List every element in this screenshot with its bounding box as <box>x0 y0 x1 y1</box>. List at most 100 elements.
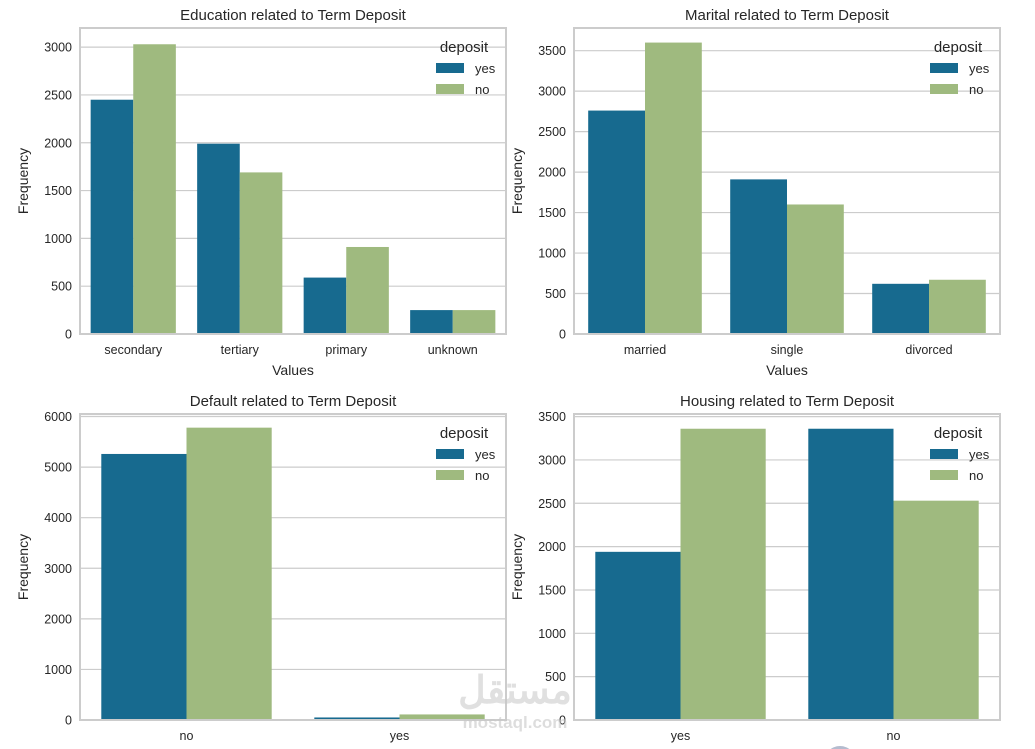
y-tick-label: 4000 <box>44 511 72 525</box>
x-tick-label: unknown <box>428 343 478 357</box>
legend-label-yes: yes <box>475 447 496 462</box>
bar-married-no <box>645 42 702 334</box>
bar-unknown-no <box>452 310 496 334</box>
y-tick-label: 3000 <box>44 562 72 576</box>
y-tick-label: 1500 <box>538 583 566 597</box>
y-tick-label: 1000 <box>44 663 72 677</box>
bar-tertiary-no <box>239 172 283 334</box>
x-tick-label: primary <box>325 343 367 357</box>
legend-label-no: no <box>969 468 983 483</box>
bar-yes-no <box>680 428 766 720</box>
axes-frame <box>573 27 1001 335</box>
y-tick-label: 2000 <box>538 166 566 180</box>
bar-tertiary-yes <box>197 143 240 334</box>
legend-swatch-yes <box>930 449 958 459</box>
legend-label-yes: yes <box>475 61 496 76</box>
legend-title: deposit <box>440 425 489 442</box>
axes-frame <box>79 413 507 721</box>
y-tick-label: 2000 <box>44 136 72 150</box>
legend-swatch-no <box>436 470 464 480</box>
subplot-0: 0 500 1000 1500 2000 2500 3000 secondary tertiar… <box>15 7 507 378</box>
x-tick-label: married <box>624 343 666 357</box>
x-axis-label: Values <box>766 362 808 378</box>
x-tick-label: yes <box>671 729 690 743</box>
x-tick-label: divorced <box>905 343 952 357</box>
x-tick-label: no <box>180 729 194 743</box>
watermark-logo-text: مستقل <box>458 670 572 712</box>
bar-married-yes <box>588 110 645 334</box>
bar-primary-yes <box>303 277 347 334</box>
bar-no-yes <box>101 453 187 720</box>
chart-title: Housing related to Term Deposit <box>680 393 895 410</box>
bar-secondary-no <box>133 44 176 334</box>
watermark-url-text: mostaql.com <box>463 713 568 732</box>
y-tick-label: 2000 <box>538 540 566 554</box>
legend-swatch-yes <box>436 449 464 459</box>
x-tick-label: single <box>771 343 804 357</box>
y-tick-label: 3000 <box>44 41 72 55</box>
legend: deposit yes no <box>930 425 990 483</box>
y-tick-label: 2500 <box>538 125 566 139</box>
legend-swatch-yes <box>930 63 958 73</box>
y-tick-label: 6000 <box>44 410 72 424</box>
legend-swatch-no <box>930 84 958 94</box>
bar-divorced-no <box>929 279 986 334</box>
y-tick-label: 1000 <box>538 627 566 641</box>
bar-no-no <box>186 427 272 720</box>
y-tick-label: 500 <box>51 280 72 294</box>
bar-yes-no <box>399 714 485 720</box>
y-tick-label: 0 <box>559 714 566 728</box>
y-tick-label: 0 <box>559 328 566 342</box>
legend-label-yes: yes <box>969 447 990 462</box>
legend-label-no: no <box>969 82 983 97</box>
y-tick-label: 3500 <box>538 44 566 58</box>
legend: deposit yes no <box>436 425 496 483</box>
bar-no-no <box>893 500 979 720</box>
y-tick-label: 2000 <box>44 612 72 626</box>
y-tick-label: 1000 <box>538 247 566 261</box>
y-tick-label: 3000 <box>538 85 566 99</box>
legend-label-yes: yes <box>969 61 990 76</box>
x-tick-label: secondary <box>104 343 162 357</box>
y-tick-label: 1000 <box>44 232 72 246</box>
y-tick-label: 500 <box>545 670 566 684</box>
y-tick-label: 1500 <box>44 184 72 198</box>
bar-yes-yes <box>314 717 400 720</box>
legend-label-no: no <box>475 468 489 483</box>
bar-primary-no <box>346 246 389 334</box>
y-tick-label: 500 <box>545 287 566 301</box>
y-axis-label: Frequency <box>15 148 31 214</box>
y-axis-label: Frequency <box>509 148 525 214</box>
legend-title: deposit <box>934 39 983 56</box>
y-tick-label: 0 <box>65 714 72 728</box>
subplot-2: 0 1000 2000 3000 4000 5000 6000 no yes Default re… <box>15 393 507 743</box>
bar-unknown-yes <box>410 310 453 334</box>
y-axis-label: Frequency <box>15 534 31 600</box>
y-tick-label: 5000 <box>44 461 72 475</box>
bar-yes-yes <box>595 551 681 720</box>
chart-title: Education related to Term Deposit <box>180 7 407 24</box>
bar-divorced-yes <box>872 283 929 334</box>
y-axis-label: Frequency <box>509 534 525 600</box>
subplot-1: 0 500 1000 1500 2000 2500 3000 3500 married singl… <box>509 7 1001 378</box>
y-tick-label: 2500 <box>538 497 566 511</box>
y-tick-label: 3500 <box>538 410 566 424</box>
bar-single-yes <box>730 179 787 334</box>
y-tick-label: 2500 <box>44 88 72 102</box>
x-tick-label: yes <box>390 729 409 743</box>
legend-label-no: no <box>475 82 489 97</box>
y-tick-label: 3000 <box>538 453 566 467</box>
chart-title: Default related to Term Deposit <box>190 393 397 410</box>
bar-no-yes <box>808 428 894 720</box>
y-tick-label: 1500 <box>538 206 566 220</box>
axes-frame <box>79 27 507 335</box>
legend-title: deposit <box>934 425 983 442</box>
axes-frame <box>573 413 1001 721</box>
y-tick-label: 0 <box>65 328 72 342</box>
legend-title: deposit <box>440 39 489 56</box>
legend-swatch-yes <box>436 63 464 73</box>
bar-secondary-yes <box>90 99 134 334</box>
bar-single-no <box>787 204 844 334</box>
subplot-3: 0 500 1000 1500 2000 2500 3000 3500 yes no Housing… <box>509 393 1001 743</box>
